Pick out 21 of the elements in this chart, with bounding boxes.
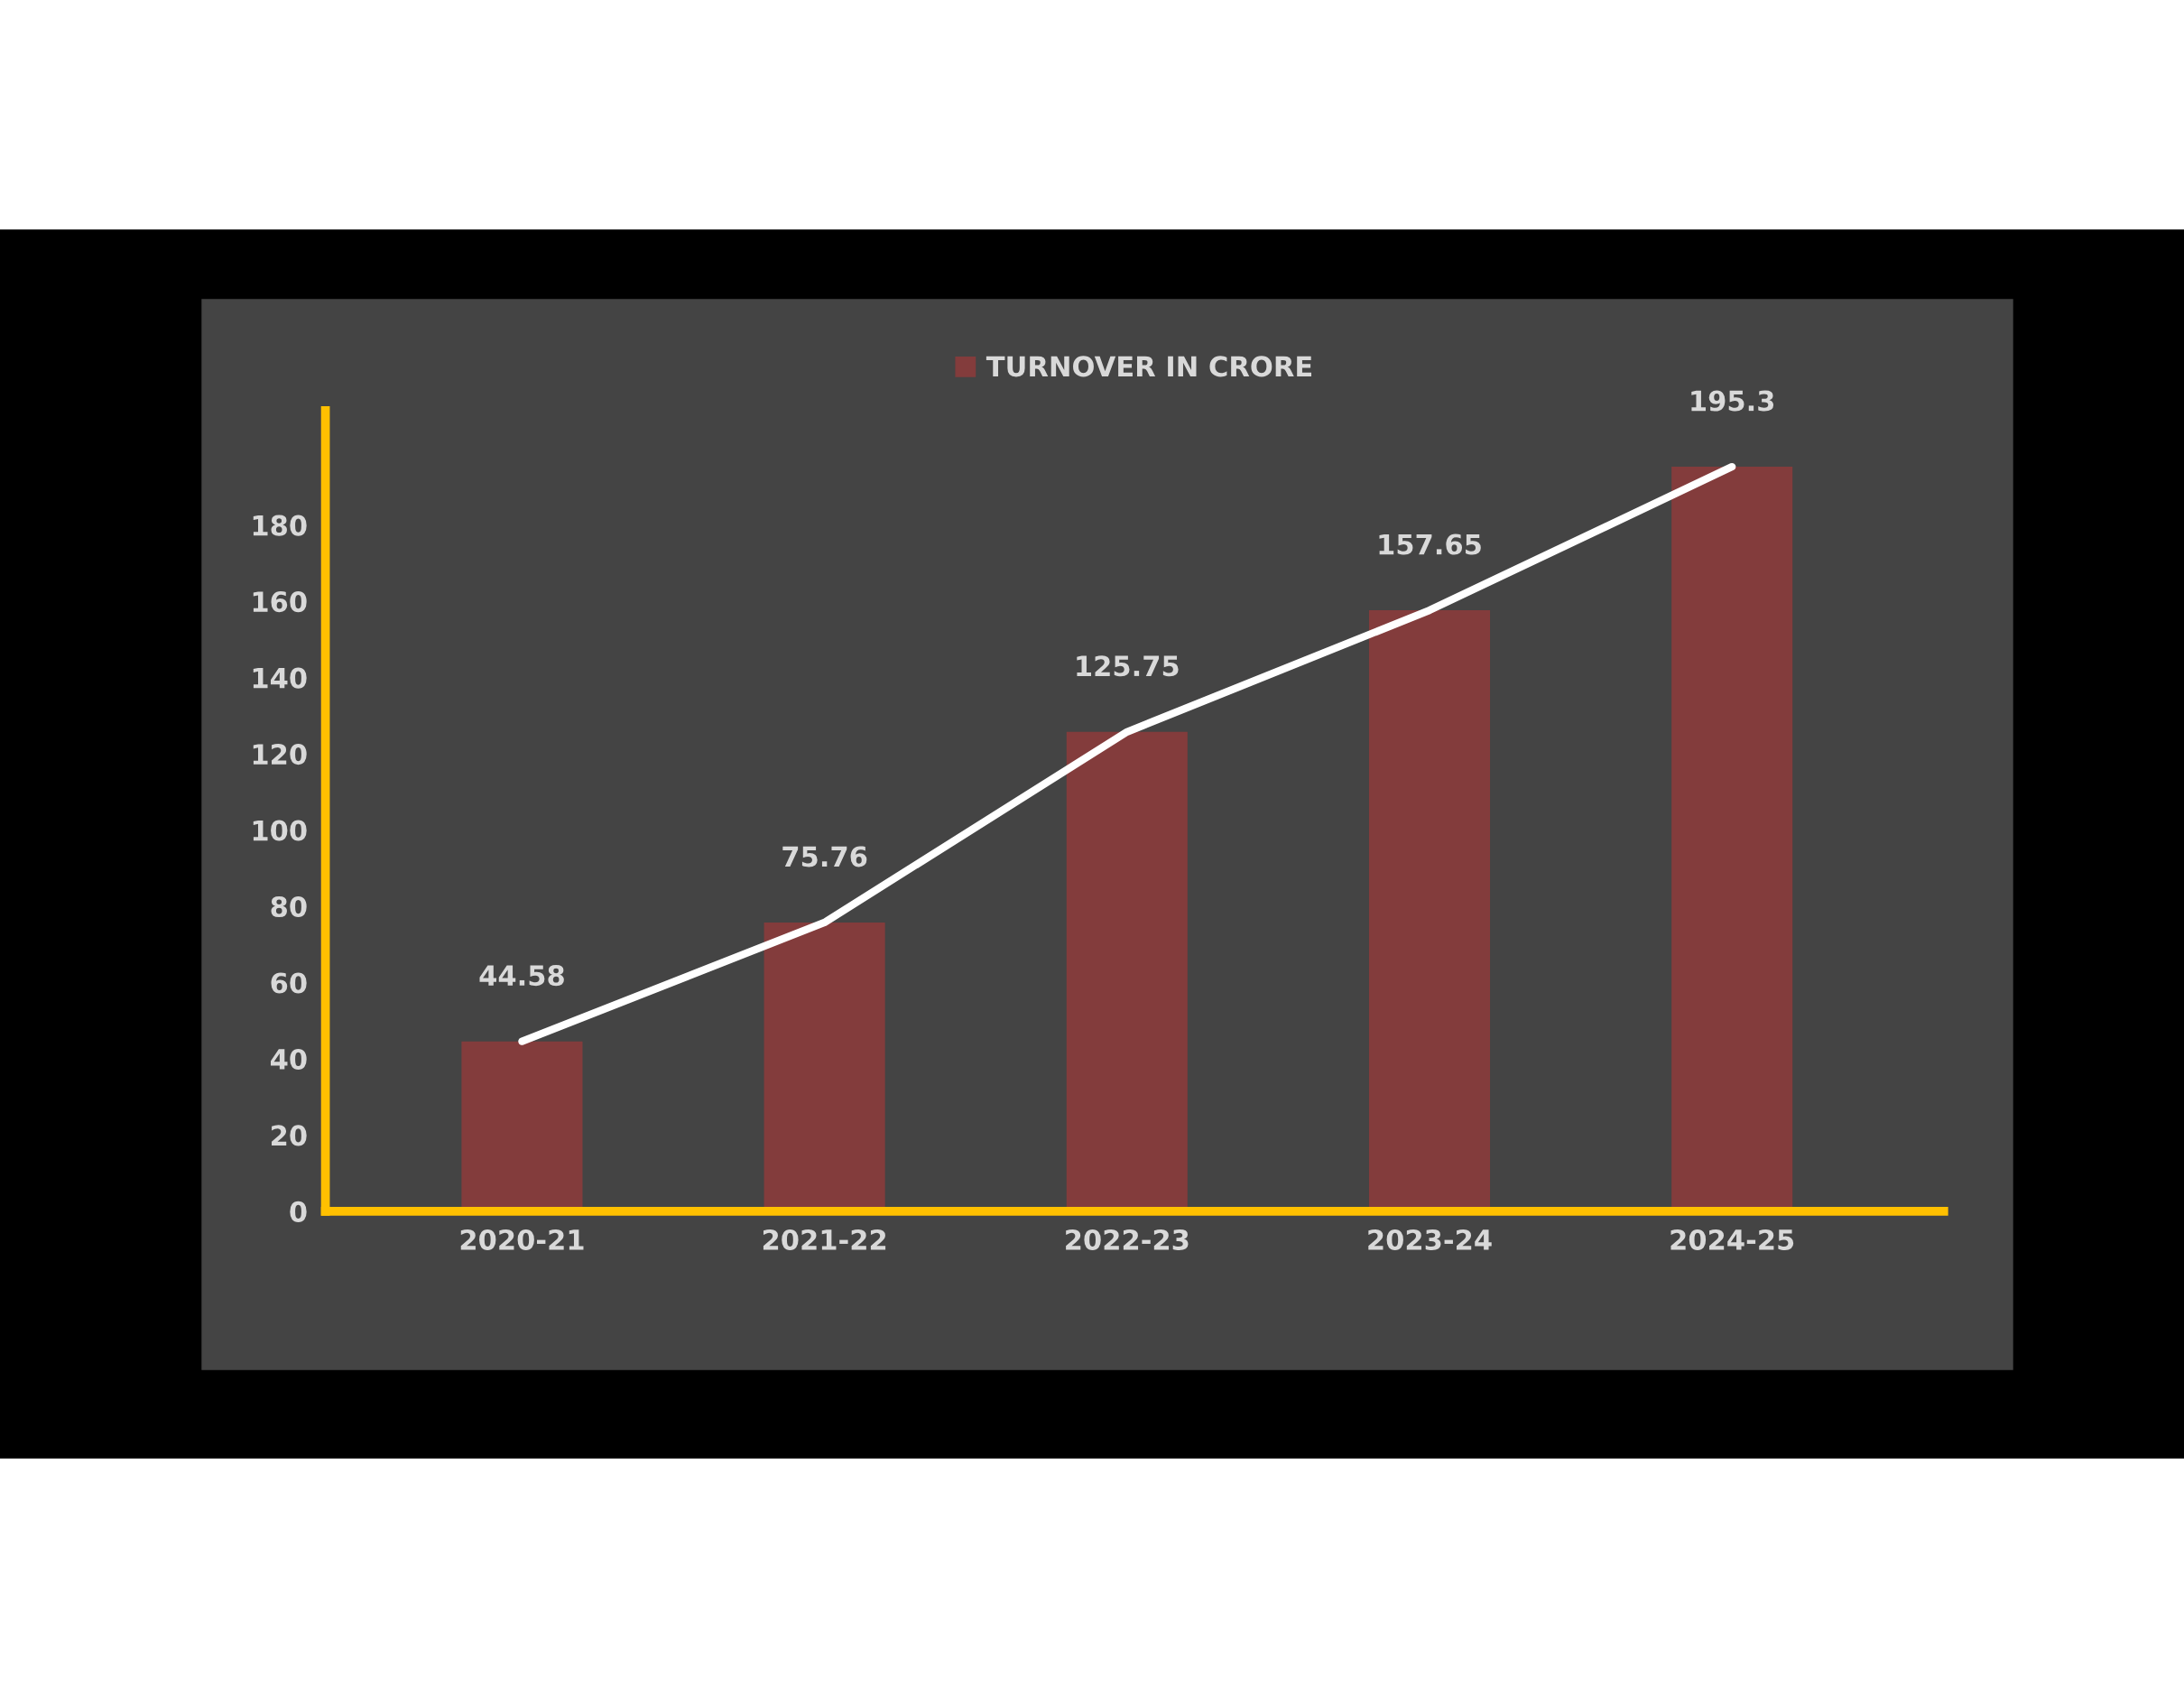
legend-label: TURNOVER IN CRORE bbox=[986, 356, 1312, 377]
y-tick-label: 100 bbox=[253, 820, 307, 841]
y-tick-label: 20 bbox=[272, 1125, 307, 1146]
x-tick-label: 2021-22 bbox=[763, 1229, 886, 1251]
data-label: 44.58 bbox=[479, 965, 564, 987]
data-label: 75.76 bbox=[782, 846, 867, 867]
data-label: 157.65 bbox=[1379, 533, 1481, 555]
x-tick-label: 2020-21 bbox=[460, 1229, 584, 1251]
data-label: 195.3 bbox=[1691, 390, 1774, 412]
x-tick-label: 2024-25 bbox=[1670, 1229, 1794, 1251]
y-tick-label: 40 bbox=[270, 1048, 307, 1071]
x-tick-label: 2022-23 bbox=[1066, 1229, 1189, 1251]
x-tick-label: 2023-24 bbox=[1368, 1229, 1492, 1251]
y-tick-label: 0 bbox=[290, 1201, 307, 1222]
y-tick-label: 80 bbox=[271, 895, 307, 918]
y-tick-label: 180 bbox=[253, 515, 307, 536]
y-tick-label: 60 bbox=[271, 972, 307, 994]
y-tick-label: 160 bbox=[253, 591, 307, 613]
y-tick-label: 140 bbox=[253, 667, 307, 689]
y-tick-label: 120 bbox=[253, 744, 307, 765]
data-label: 125.75 bbox=[1077, 655, 1179, 677]
